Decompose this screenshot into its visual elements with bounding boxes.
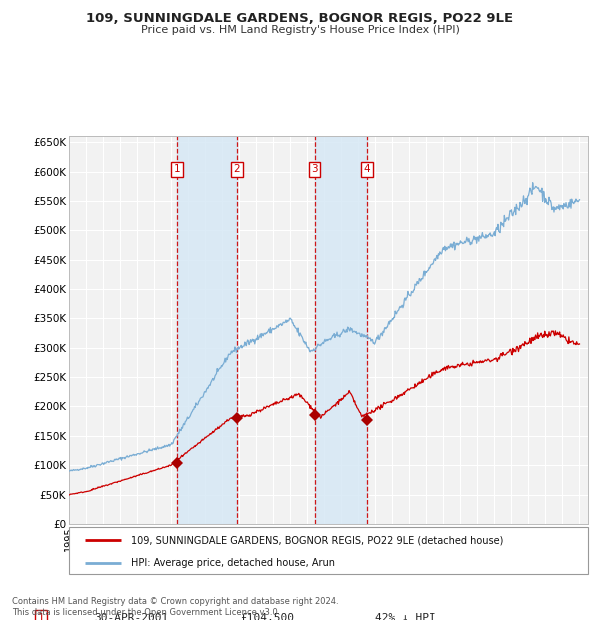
Text: 109, SUNNINGDALE GARDENS, BOGNOR REGIS, PO22 9LE: 109, SUNNINGDALE GARDENS, BOGNOR REGIS, … bbox=[86, 12, 514, 25]
Text: 109, SUNNINGDALE GARDENS, BOGNOR REGIS, PO22 9LE (detached house): 109, SUNNINGDALE GARDENS, BOGNOR REGIS, … bbox=[131, 535, 503, 545]
Text: 42% ↓ HPI: 42% ↓ HPI bbox=[375, 613, 436, 620]
Text: 2: 2 bbox=[233, 164, 240, 174]
Text: Contains HM Land Registry data © Crown copyright and database right 2024.
This d: Contains HM Land Registry data © Crown c… bbox=[12, 598, 338, 617]
Text: 4: 4 bbox=[364, 164, 370, 174]
Text: 3: 3 bbox=[311, 164, 318, 174]
Text: HPI: Average price, detached house, Arun: HPI: Average price, detached house, Arun bbox=[131, 558, 335, 569]
Text: 1: 1 bbox=[173, 164, 180, 174]
Text: 30-APR-2001: 30-APR-2001 bbox=[94, 613, 169, 620]
Text: £104,500: £104,500 bbox=[240, 613, 294, 620]
Bar bbox=[177, 136, 237, 524]
Text: 1: 1 bbox=[38, 613, 44, 620]
Bar bbox=[314, 136, 367, 524]
Text: Price paid vs. HM Land Registry's House Price Index (HPI): Price paid vs. HM Land Registry's House … bbox=[140, 25, 460, 35]
FancyBboxPatch shape bbox=[69, 527, 588, 574]
